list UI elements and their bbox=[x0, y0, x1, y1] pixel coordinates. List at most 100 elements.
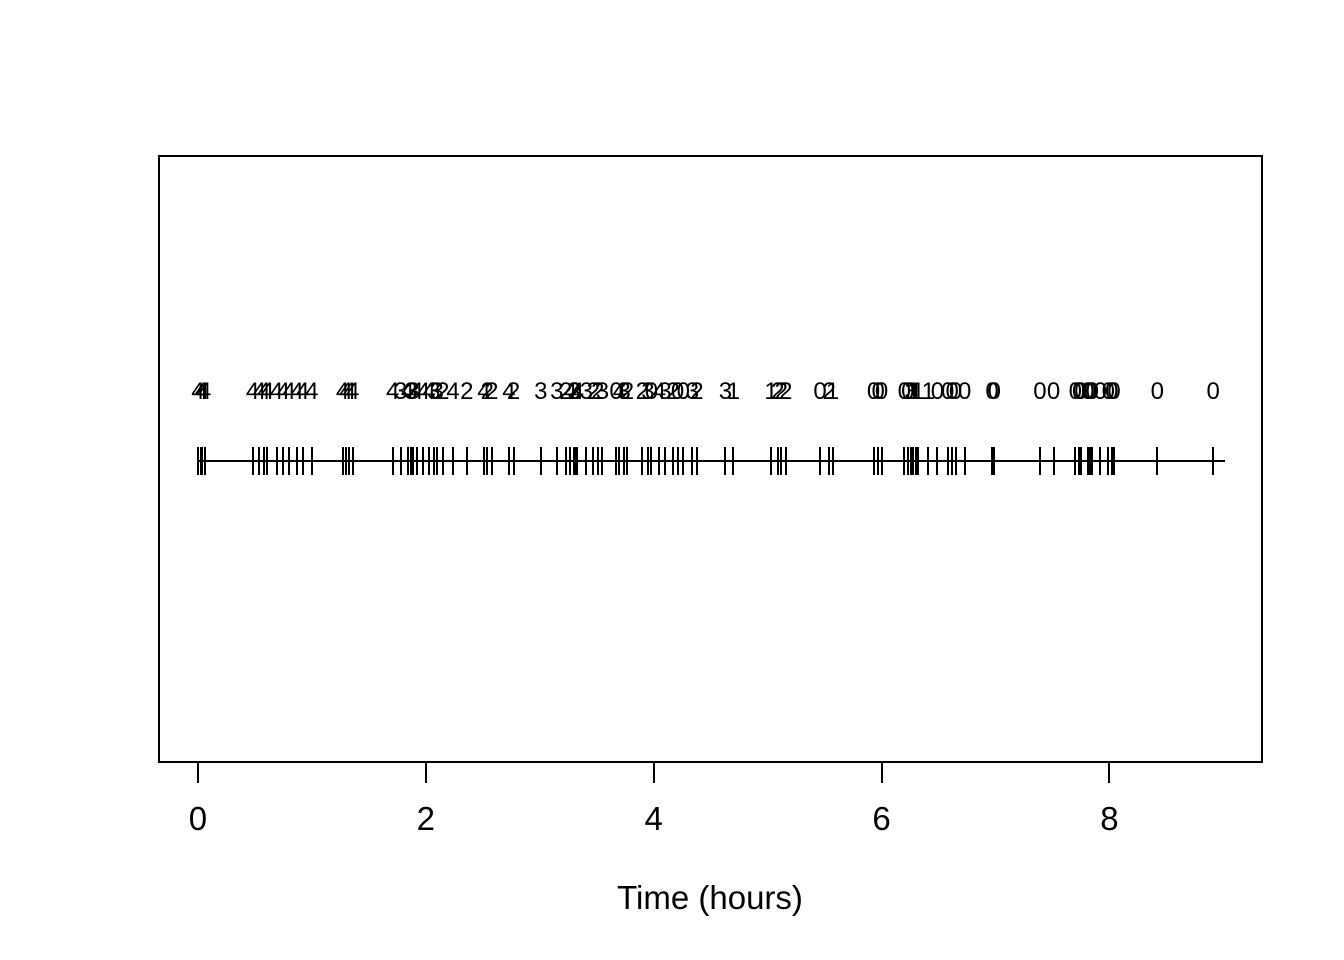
event-count-label: 0 bbox=[901, 378, 915, 405]
event-count-label: 0 bbox=[1081, 378, 1095, 405]
event-tick bbox=[441, 447, 444, 475]
event-tick bbox=[691, 447, 694, 475]
event-tick bbox=[409, 447, 412, 475]
event-count-label: 3 bbox=[617, 378, 631, 405]
event-count-label: 2 bbox=[485, 378, 499, 405]
event-tick bbox=[391, 447, 394, 475]
event-count-label: 0 bbox=[958, 378, 972, 405]
event-tick bbox=[452, 447, 455, 475]
x-axis-tick-label: 4 bbox=[644, 800, 663, 837]
event-tick bbox=[877, 447, 880, 475]
plot-area-border bbox=[158, 155, 1263, 763]
event-count-label: 0 bbox=[874, 378, 889, 405]
event-tick bbox=[831, 447, 834, 475]
event-count-label: 0 bbox=[1101, 378, 1115, 405]
event-tick bbox=[301, 447, 304, 475]
event-tick bbox=[623, 447, 626, 475]
event-tick bbox=[512, 447, 515, 475]
x-axis-tick bbox=[424, 763, 427, 783]
event-tick bbox=[1052, 447, 1055, 475]
event-count-label: 0 bbox=[1150, 378, 1164, 405]
x-axis-tick bbox=[196, 763, 199, 783]
event-count-label: 0 bbox=[866, 378, 881, 405]
event-count-label: 4 bbox=[422, 378, 436, 405]
event-tick bbox=[1086, 447, 1089, 475]
event-count-label: 0 bbox=[1074, 378, 1088, 405]
event-tick bbox=[576, 447, 579, 475]
event-tick bbox=[585, 447, 588, 475]
event-tick bbox=[650, 447, 653, 475]
event-tick bbox=[664, 447, 667, 475]
event-tick bbox=[732, 447, 735, 475]
event-count-label: 0 bbox=[1083, 378, 1097, 405]
event-count-label: 2 bbox=[506, 378, 521, 405]
event-count-label: 4 bbox=[386, 378, 400, 405]
event-count-label: 3 bbox=[641, 378, 655, 405]
event-count-label: 3 bbox=[658, 378, 672, 405]
event-count-label: 3 bbox=[718, 378, 733, 405]
event-count-label: 4 bbox=[416, 378, 431, 405]
event-count-label: 0 bbox=[897, 378, 912, 405]
event-tick bbox=[415, 447, 418, 475]
event-count-label: 2 bbox=[591, 378, 605, 405]
event-tick bbox=[672, 447, 675, 475]
event-count-label: 4 bbox=[342, 378, 357, 405]
event-count-label: 4 bbox=[570, 378, 584, 405]
event-tick bbox=[946, 447, 949, 475]
event-count-label: 2 bbox=[690, 378, 704, 405]
event-tick bbox=[262, 447, 265, 475]
event-tick bbox=[482, 447, 485, 475]
event-tick bbox=[258, 447, 261, 475]
event-tick bbox=[615, 447, 618, 475]
event-count-label: 2 bbox=[666, 378, 680, 405]
x-axis-tick-label: 2 bbox=[416, 800, 435, 837]
event-tick bbox=[1107, 447, 1110, 475]
x-axis-title: Time (hours) bbox=[617, 879, 803, 916]
event-tick bbox=[914, 447, 917, 475]
x-axis-tick bbox=[880, 763, 883, 783]
event-tick bbox=[465, 447, 468, 475]
event-tick bbox=[203, 447, 206, 475]
event-tick bbox=[490, 447, 493, 475]
event-count-label: 4 bbox=[502, 378, 516, 405]
event-tick bbox=[200, 447, 203, 475]
event-count-label: 2 bbox=[779, 378, 793, 405]
event-tick bbox=[428, 447, 431, 475]
event-count-label: 3 bbox=[406, 378, 420, 405]
event-tick bbox=[592, 447, 595, 475]
event-count-label: 4 bbox=[612, 378, 627, 405]
x-axis-tick-label: 0 bbox=[188, 800, 208, 837]
event-count-label: 2 bbox=[620, 378, 635, 405]
event-count-label: 4 bbox=[191, 378, 205, 405]
event-count-label: 0 bbox=[813, 378, 827, 405]
event-tick bbox=[422, 447, 425, 475]
event-count-label: 4 bbox=[477, 378, 491, 405]
event-tick bbox=[780, 447, 783, 475]
event-tick bbox=[724, 447, 727, 475]
event-tick bbox=[641, 447, 644, 475]
event-tick bbox=[341, 447, 344, 475]
event-tick bbox=[596, 447, 599, 475]
event-count-label: 4 bbox=[269, 378, 284, 405]
event-count-label: 0 bbox=[1071, 378, 1086, 405]
event-tick bbox=[1099, 447, 1102, 475]
event-tick bbox=[695, 447, 698, 475]
event-tick bbox=[682, 447, 685, 475]
event-count-label: 0 bbox=[1068, 378, 1082, 405]
event-count-label: 0 bbox=[1206, 378, 1220, 405]
event-tick bbox=[1110, 447, 1113, 475]
event-tick bbox=[784, 447, 787, 475]
event-count-label: 1 bbox=[906, 378, 921, 405]
event-count-label: 0 bbox=[1085, 378, 1100, 405]
event-count-label: 0 bbox=[1107, 378, 1121, 405]
event-count-label: 4 bbox=[194, 378, 208, 405]
event-tick bbox=[345, 447, 347, 475]
event-count-label: 4 bbox=[400, 378, 415, 405]
x-axis-tick-label: 6 bbox=[872, 800, 891, 837]
event-count-label: 2 bbox=[771, 378, 785, 405]
event-count-label: 0 bbox=[1105, 378, 1119, 405]
event-count-label: 0 bbox=[1033, 378, 1047, 405]
event-count-label: 4 bbox=[282, 378, 296, 405]
event-count-label: 2 bbox=[586, 378, 600, 405]
